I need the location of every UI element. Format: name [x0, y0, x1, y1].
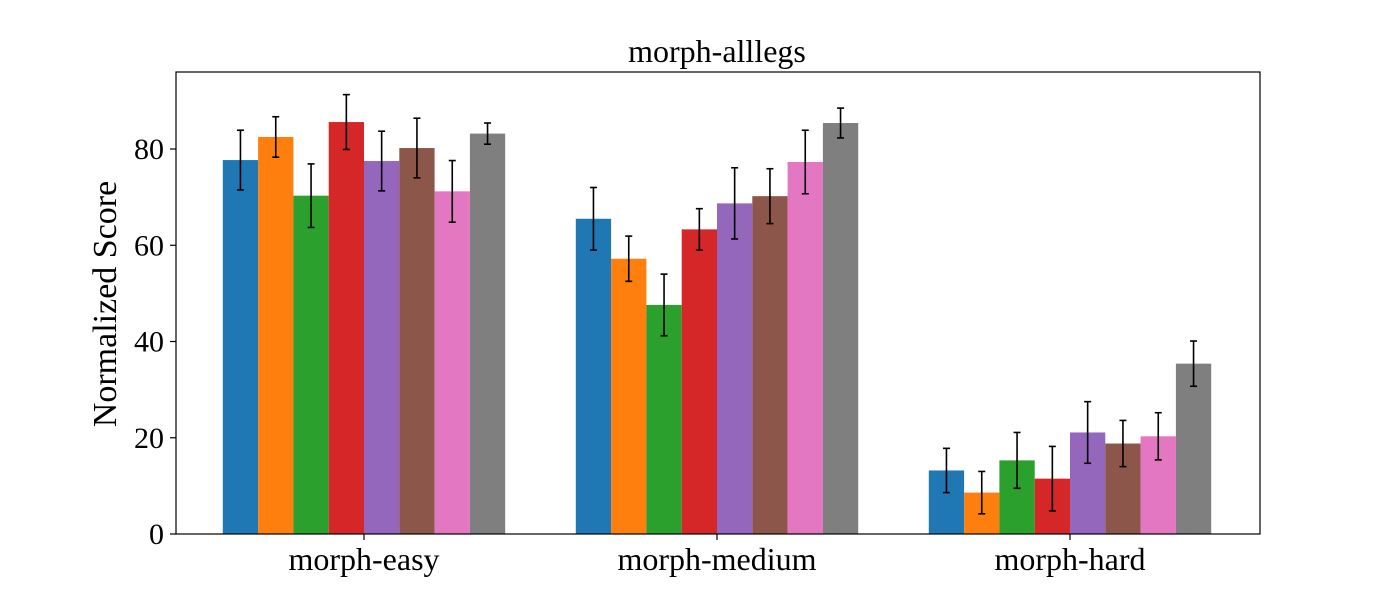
x-tick-label: morph-hard: [994, 541, 1145, 577]
error-bar-morph-easy-series-7: [448, 159, 456, 223]
bar-morph-easy-series-8: [469, 133, 506, 534]
error-bar-morph-medium-series-8: [837, 107, 845, 139]
error-bar-morph-easy-series-4: [342, 93, 350, 151]
error-bar-morph-easy-series-1: [236, 129, 244, 191]
error-bar-morph-easy-series-3: [307, 163, 315, 229]
chart-title: morph-alllegs: [628, 33, 806, 69]
bar-morph-medium-series-8: [822, 123, 859, 534]
y-tick-label: 0: [149, 518, 164, 551]
x-tick-label: morph-medium: [617, 541, 816, 577]
error-bar-morph-medium-series-2: [625, 235, 633, 283]
bar-morph-medium-series-7: [787, 161, 823, 535]
error-bar-morph-easy-series-8: [484, 122, 492, 145]
bar-morph-medium-series-6: [752, 196, 788, 534]
y-tick-label: 60: [134, 229, 164, 262]
bar-morph-medium-series-2: [611, 258, 647, 534]
error-bar-morph-medium-series-7: [801, 129, 809, 195]
error-bar-morph-hard-series-7: [1154, 411, 1162, 461]
error-bar-morph-hard-series-6: [1119, 419, 1127, 468]
error-bar-morph-hard-series-8: [1190, 340, 1198, 388]
error-bar-morph-medium-series-6: [766, 167, 774, 225]
bar-morph-easy-series-6: [399, 148, 435, 535]
plot-frame: [175, 71, 1261, 535]
bar-morph-medium-series-5: [717, 203, 753, 534]
error-bar-morph-medium-series-1: [589, 186, 597, 251]
x-tick-label: morph-easy: [288, 541, 439, 577]
error-bar-morph-medium-series-3: [660, 273, 668, 337]
error-bars-layer: [236, 93, 1198, 515]
y-axis: 0 20 40 60 80: [134, 133, 176, 551]
error-bar-morph-easy-series-2: [272, 115, 280, 158]
error-bar-morph-easy-series-6: [413, 117, 421, 179]
x-axis: morph-easy morph-medium morph-hard: [288, 534, 1146, 577]
bar-morph-easy-series-3: [293, 195, 329, 534]
bar-morph-medium-series-3: [646, 304, 682, 534]
error-bar-morph-hard-series-4: [1048, 445, 1056, 512]
error-bar-morph-hard-series-2: [978, 470, 986, 515]
bar-morph-easy-series-4: [328, 122, 364, 535]
bar-morph-easy-series-1: [222, 160, 259, 534]
y-tick-label: 40: [134, 326, 164, 359]
y-tick-label: 20: [134, 422, 164, 455]
error-bar-morph-hard-series-1: [942, 447, 950, 494]
error-bar-morph-medium-series-4: [695, 207, 703, 251]
y-axis-label: Normalized Score: [87, 181, 124, 427]
error-bar-morph-hard-series-3: [1013, 431, 1021, 490]
error-bar-morph-easy-series-5: [378, 130, 386, 192]
bar-morph-medium-series-1: [575, 218, 612, 534]
bar-morph-easy-series-2: [258, 136, 294, 534]
bar-morph-easy-series-7: [434, 191, 470, 534]
bar-morph-hard-series-8: [1175, 363, 1212, 534]
error-bar-morph-hard-series-5: [1084, 400, 1092, 465]
bars-layer: [222, 122, 1212, 535]
bar-morph-medium-series-4: [681, 229, 717, 534]
bar-morph-easy-series-5: [364, 161, 400, 534]
error-bar-morph-medium-series-5: [731, 166, 739, 240]
y-tick-label: 80: [134, 133, 164, 166]
